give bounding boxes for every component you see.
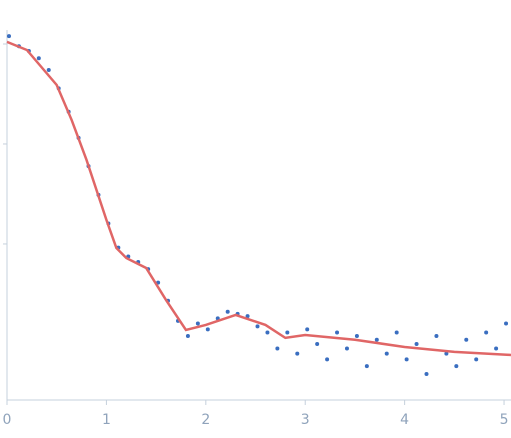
fit-line xyxy=(6,40,511,357)
data-point xyxy=(295,351,300,356)
data-point xyxy=(185,334,190,339)
data-point xyxy=(394,330,399,335)
data-point xyxy=(255,324,260,329)
x-tick-label: 3 xyxy=(301,412,310,428)
data-point xyxy=(6,34,11,39)
data-point xyxy=(225,309,230,314)
data-point xyxy=(46,67,51,72)
data-point xyxy=(285,330,290,335)
data-point xyxy=(195,321,200,326)
data-point xyxy=(344,346,349,351)
x-tick-label: 1 xyxy=(102,412,111,428)
data-point xyxy=(414,341,419,346)
data-point xyxy=(36,56,41,61)
data-point xyxy=(335,330,340,335)
data-point xyxy=(305,327,310,332)
data-point xyxy=(275,346,280,351)
data-point xyxy=(265,330,270,335)
data-point xyxy=(364,364,369,369)
data-point xyxy=(434,334,439,339)
data-point xyxy=(454,364,459,369)
data-point xyxy=(424,372,429,377)
x-tick-label: 0 xyxy=(3,412,12,428)
data-point xyxy=(315,341,320,346)
x-tick-label: 2 xyxy=(201,412,210,428)
data-point xyxy=(404,357,409,362)
data-point xyxy=(245,314,250,319)
data-point xyxy=(494,346,499,351)
data-point xyxy=(444,351,449,356)
x-tick-label: 4 xyxy=(400,412,409,428)
data-point xyxy=(205,327,210,332)
data-point xyxy=(354,334,359,339)
data-point xyxy=(474,357,479,362)
data-point xyxy=(384,351,389,356)
data-point xyxy=(504,321,509,326)
data-point xyxy=(325,357,330,362)
data-point xyxy=(484,330,489,335)
data-point xyxy=(374,337,379,342)
x-tick-label: 5 xyxy=(500,412,509,428)
data-point xyxy=(464,337,469,342)
